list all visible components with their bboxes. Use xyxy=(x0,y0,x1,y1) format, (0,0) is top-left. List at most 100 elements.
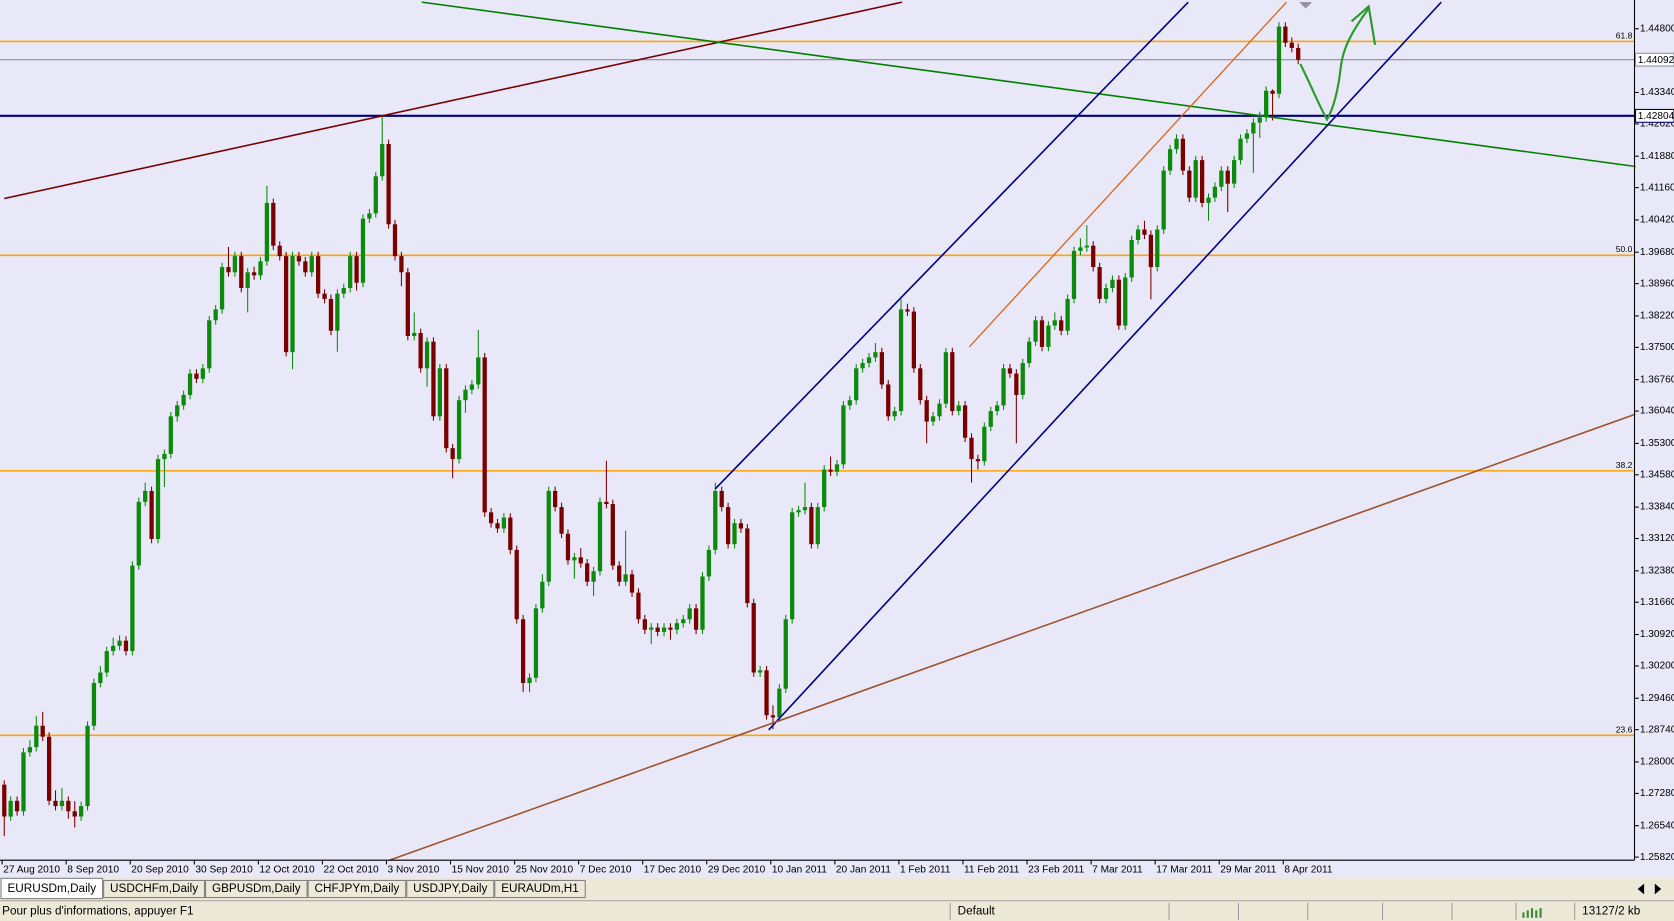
candle-body xyxy=(8,800,13,817)
candle-body xyxy=(316,256,321,294)
candle-body xyxy=(40,725,45,737)
candle-body xyxy=(322,293,327,299)
fibo-level-label: 61.8 xyxy=(1616,30,1633,40)
candle-body xyxy=(604,501,609,505)
candle-body xyxy=(1264,90,1269,118)
candle-body xyxy=(123,640,129,652)
x-tick-label: 23 Feb 2011 xyxy=(1028,864,1084,875)
candle-body xyxy=(149,490,154,539)
candle-body xyxy=(1142,229,1147,235)
candle-body xyxy=(1212,186,1218,198)
candle-body xyxy=(886,384,891,417)
candle-body xyxy=(527,677,532,683)
candle-body xyxy=(802,507,808,511)
candle-body xyxy=(373,176,378,214)
candle-body xyxy=(661,627,667,632)
status-profile: Default xyxy=(958,904,996,917)
x-tick-label: 1 Feb 2011 xyxy=(900,864,951,875)
candle-body xyxy=(213,309,218,321)
chart-tab[interactable] xyxy=(494,879,586,899)
tab-scroll-right[interactable] xyxy=(1654,883,1662,895)
candle-body xyxy=(405,272,410,337)
chart-tab[interactable] xyxy=(103,879,206,899)
price-label-box xyxy=(1635,108,1674,123)
candle-body xyxy=(1180,138,1186,171)
candle-body xyxy=(1116,279,1121,326)
y-tick-label: 1.28740 xyxy=(1640,724,1674,735)
candle-body xyxy=(642,619,647,630)
candle-body xyxy=(533,608,539,678)
candle-body xyxy=(79,806,84,817)
candle-body xyxy=(1071,250,1077,299)
candle-body xyxy=(143,490,148,502)
candle-body xyxy=(572,557,577,561)
candle-body xyxy=(194,373,199,379)
candle-body xyxy=(469,384,475,390)
chart-tab-label: EURAUDm,H1 xyxy=(501,882,579,895)
candle-body xyxy=(629,574,635,593)
tab-scroll-left[interactable] xyxy=(1637,883,1645,895)
candle-body xyxy=(982,426,987,462)
candle-body xyxy=(46,736,52,801)
chart-tab[interactable] xyxy=(0,877,104,900)
candle-body xyxy=(578,557,583,564)
candle-body xyxy=(354,256,359,283)
candle-body xyxy=(162,453,167,460)
candle-body xyxy=(706,549,712,577)
candle-body xyxy=(700,576,705,630)
candle-body xyxy=(924,400,929,422)
candle-body xyxy=(860,363,865,369)
candle-body xyxy=(777,688,782,718)
axes: 1.448001.440601.433401.426201.418801.411… xyxy=(0,0,1674,875)
candle-body xyxy=(1039,320,1045,347)
candle-body xyxy=(693,608,699,630)
candle-body xyxy=(623,574,628,582)
fibo-level-label: 23.6 xyxy=(1616,724,1633,734)
price-label: 1.42804 xyxy=(1638,111,1674,122)
candle-body xyxy=(104,651,109,673)
candle-body xyxy=(1244,133,1250,139)
candle-body xyxy=(59,800,65,807)
candle-body xyxy=(431,341,436,417)
candle-body xyxy=(988,411,993,427)
y-tick-label: 1.43340 xyxy=(1640,87,1674,98)
candle-body xyxy=(1199,160,1205,203)
candle-body xyxy=(360,218,366,283)
status-help: Pour plus d'informations, appuyer F1 xyxy=(2,904,193,917)
candle-body xyxy=(264,202,270,262)
candle-body xyxy=(898,309,904,412)
candle-body xyxy=(1219,170,1224,187)
candle-body xyxy=(66,800,71,812)
candle-body xyxy=(1020,363,1025,395)
chart-tab[interactable] xyxy=(205,879,308,899)
candle-body xyxy=(815,507,820,545)
candle-body xyxy=(668,627,673,630)
candle-body xyxy=(783,619,788,689)
chart-tab[interactable] xyxy=(406,879,495,899)
candle-body xyxy=(328,298,334,331)
candle-body xyxy=(1225,170,1230,184)
chart-tab[interactable] xyxy=(307,879,407,899)
candle-body xyxy=(155,459,161,539)
candle-body xyxy=(219,267,225,310)
y-tick-label: 1.39680 xyxy=(1640,247,1674,258)
y-tick-label: 1.36760 xyxy=(1640,374,1674,385)
candle-body xyxy=(841,405,846,465)
candle-body xyxy=(1289,42,1294,48)
candles xyxy=(2,22,1301,837)
candle-body xyxy=(636,592,641,620)
x-tick-label: 11 Feb 2011 xyxy=(964,864,1020,875)
candle-body xyxy=(367,213,372,219)
candle-body xyxy=(271,202,276,246)
candle-body xyxy=(463,389,468,401)
candle-body xyxy=(341,288,346,294)
candle-body xyxy=(879,352,884,385)
chart-tab-label: EURUSDm,Daily xyxy=(7,882,96,895)
candle-body xyxy=(1046,325,1051,347)
candle-body xyxy=(1033,320,1038,342)
candle-body xyxy=(770,715,776,718)
candle-body xyxy=(200,368,205,379)
candle-body xyxy=(1135,229,1141,240)
x-tick-label: 17 Mar 2011 xyxy=(1156,864,1212,875)
candle-body xyxy=(1059,320,1064,331)
